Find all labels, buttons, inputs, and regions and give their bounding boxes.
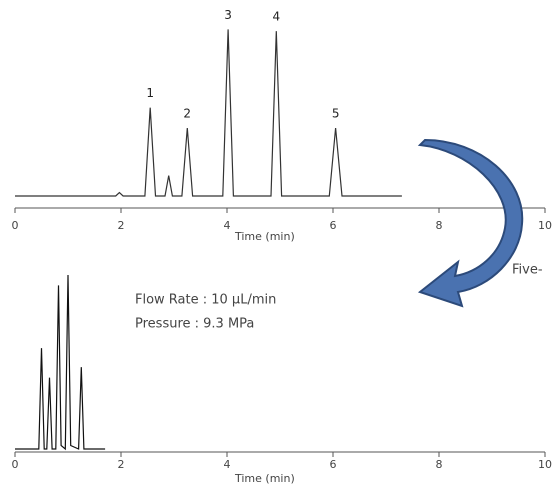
peak-label: 1 (146, 86, 154, 100)
x-tick-label: 10 (538, 219, 552, 232)
peak-label: 3 (224, 8, 232, 22)
condition-note: Flow Rate : 10 µL/min (135, 293, 276, 308)
x-tick-label: 8 (436, 458, 443, 471)
peak-label: 2 (183, 107, 191, 121)
x-tick-label: 6 (330, 219, 337, 232)
x-tick-label: 2 (118, 219, 125, 232)
x-tick-label: 10 (538, 458, 552, 471)
condition-note: Pressure : 9.3 MPa (135, 317, 254, 332)
peak-label: 4 (272, 10, 280, 24)
x-axis-label: Time (min) (234, 230, 295, 243)
callout-text: Five- (512, 263, 543, 278)
x-tick-label: 0 (12, 458, 19, 471)
arrow-body (417, 138, 524, 308)
x-tick-label: 4 (224, 458, 231, 471)
trace (15, 274, 106, 451)
x-axis-label: Time (min) (234, 472, 295, 485)
peak-label: 5 (332, 107, 340, 121)
x-tick-label: 0 (12, 219, 19, 232)
curved-arrow (417, 138, 524, 308)
trace (15, 29, 402, 197)
x-tick-label: 4 (224, 219, 231, 232)
x-tick-label: 2 (118, 458, 125, 471)
x-tick-label: 8 (436, 219, 443, 232)
x-tick-label: 6 (330, 458, 337, 471)
